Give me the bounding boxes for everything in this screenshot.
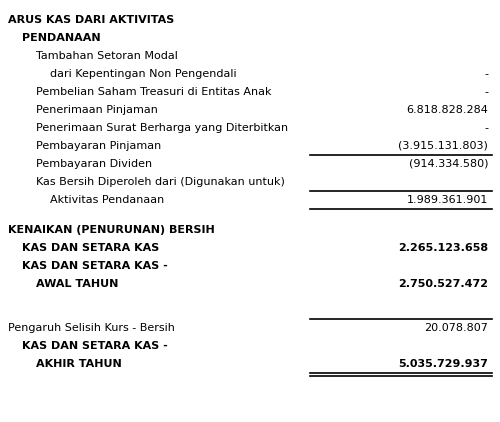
Text: -: - [484, 123, 488, 133]
Text: 6.818.828.284: 6.818.828.284 [406, 105, 488, 115]
Text: KAS DAN SETARA KAS -: KAS DAN SETARA KAS - [22, 341, 168, 351]
Text: 2.265.123.658: 2.265.123.658 [398, 243, 488, 253]
Text: Pembayaran Dividen: Pembayaran Dividen [36, 159, 152, 169]
Text: Pembayaran Pinjaman: Pembayaran Pinjaman [36, 141, 161, 151]
Text: ARUS KAS DARI AKTIVITAS: ARUS KAS DARI AKTIVITAS [8, 15, 174, 25]
Text: AKHIR TAHUN: AKHIR TAHUN [36, 359, 122, 368]
Text: (914.334.580): (914.334.580) [408, 159, 488, 169]
Text: Penerimaan Surat Berharga yang Diterbitkan: Penerimaan Surat Berharga yang Diterbitk… [36, 123, 288, 133]
Text: KAS DAN SETARA KAS -: KAS DAN SETARA KAS - [22, 261, 168, 271]
Text: PENDANAAN: PENDANAAN [22, 33, 101, 43]
Text: -: - [484, 69, 488, 79]
Text: -: - [484, 87, 488, 97]
Text: (3.915.131.803): (3.915.131.803) [398, 141, 488, 151]
Text: 2.750.527.472: 2.750.527.472 [398, 279, 488, 289]
Text: Penerimaan Pinjaman: Penerimaan Pinjaman [36, 105, 158, 115]
Text: 1.989.361.901: 1.989.361.901 [406, 195, 488, 205]
Text: Aktivitas Pendanaan: Aktivitas Pendanaan [50, 195, 164, 205]
Text: KAS DAN SETARA KAS: KAS DAN SETARA KAS [22, 243, 159, 253]
Text: Kas Bersih Diperoleh dari (Digunakan untuk): Kas Bersih Diperoleh dari (Digunakan unt… [36, 177, 285, 187]
Text: 5.035.729.937: 5.035.729.937 [398, 359, 488, 368]
Text: Tambahan Setoran Modal: Tambahan Setoran Modal [36, 51, 178, 61]
Text: Pembelian Saham Treasuri di Entitas Anak: Pembelian Saham Treasuri di Entitas Anak [36, 87, 272, 97]
Text: 20.078.807: 20.078.807 [424, 322, 488, 333]
Text: dari Kepentingan Non Pengendali: dari Kepentingan Non Pengendali [50, 69, 236, 79]
Text: AWAL TAHUN: AWAL TAHUN [36, 279, 118, 289]
Text: Pengaruh Selisih Kurs - Bersih: Pengaruh Selisih Kurs - Bersih [8, 322, 175, 333]
Text: KENAIKAN (PENURUNAN) BERSIH: KENAIKAN (PENURUNAN) BERSIH [8, 225, 215, 235]
